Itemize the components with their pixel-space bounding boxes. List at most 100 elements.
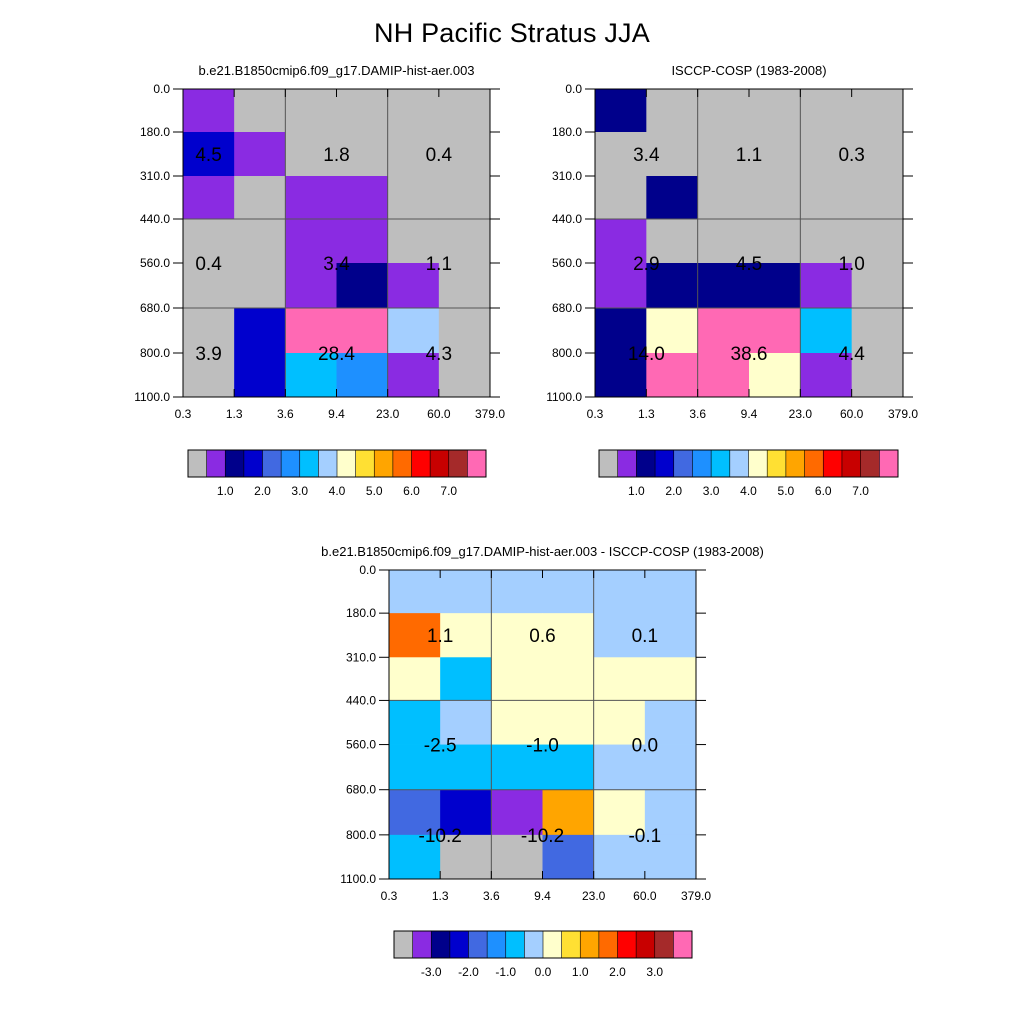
x-tick-label: 1.3 bbox=[638, 407, 655, 421]
colorbar-swatch bbox=[599, 450, 618, 477]
panel-subtitle: b.e21.B1850cmip6.f09_g17.DAMIP-hist-aer.… bbox=[198, 63, 474, 78]
heatmap-cell bbox=[646, 89, 699, 133]
data-label: -10.2 bbox=[521, 826, 564, 847]
data-label: 3.4 bbox=[323, 254, 350, 275]
x-tick-label: 23.0 bbox=[789, 407, 813, 421]
panel-subtitle: b.e21.B1850cmip6.f09_g17.DAMIP-hist-aer.… bbox=[321, 544, 764, 559]
data-label: 1.1 bbox=[427, 626, 453, 647]
heatmap-cell bbox=[491, 657, 543, 701]
heatmap-cell bbox=[800, 308, 853, 354]
y-tick-label: 440.0 bbox=[552, 212, 582, 226]
heatmap-cell bbox=[593, 744, 646, 791]
heatmap-cell bbox=[800, 132, 853, 177]
heatmap-cell bbox=[387, 263, 440, 309]
colorbar-swatch bbox=[524, 931, 544, 958]
x-tick-label: 23.0 bbox=[376, 407, 400, 421]
colorbar-label: 4.0 bbox=[740, 484, 757, 498]
heatmap-cell bbox=[595, 353, 647, 398]
heatmap-cell bbox=[440, 613, 492, 658]
heatmap-cell bbox=[800, 219, 853, 264]
colorbar-swatch bbox=[543, 931, 562, 958]
heatmap-cell bbox=[800, 176, 853, 220]
heatmap-cell bbox=[336, 353, 389, 398]
heatmap-cell bbox=[234, 308, 286, 354]
colorbar-swatch bbox=[505, 931, 525, 958]
data-label: 3.9 bbox=[195, 344, 221, 365]
colorbar-swatch bbox=[412, 931, 432, 958]
heatmap-cell bbox=[285, 132, 337, 177]
colorbar-swatch bbox=[617, 931, 637, 958]
heatmap-cell bbox=[336, 308, 389, 354]
data-label: -1.0 bbox=[526, 736, 559, 757]
colorbar-swatch bbox=[673, 931, 693, 958]
x-tick-label: 9.4 bbox=[328, 407, 345, 421]
colorbar-swatch bbox=[561, 931, 581, 958]
heatmap-cell bbox=[646, 176, 699, 220]
y-tick-label: 680.0 bbox=[552, 301, 582, 315]
heatmap-cell bbox=[542, 570, 595, 614]
heatmap-cell bbox=[542, 700, 595, 745]
heatmap-cell bbox=[800, 263, 853, 309]
colorbar-swatch bbox=[206, 450, 226, 477]
heatmap-cell bbox=[646, 132, 699, 177]
y-tick-label: 310.0 bbox=[140, 169, 170, 183]
colorbar-label: 4.0 bbox=[329, 484, 346, 498]
data-label: 0.4 bbox=[426, 145, 453, 166]
colorbar-swatch bbox=[841, 450, 861, 477]
y-tick-label: 1100.0 bbox=[134, 390, 170, 404]
heatmap-cell bbox=[542, 789, 595, 836]
colorbar-swatch bbox=[431, 931, 451, 958]
heatmap-cell bbox=[542, 744, 595, 791]
colorbar-label: 2.0 bbox=[609, 965, 626, 979]
heatmap-cell bbox=[336, 176, 389, 220]
heatmap-cell bbox=[440, 657, 492, 701]
colorbar-label: 5.0 bbox=[778, 484, 795, 498]
colorbar-swatch bbox=[487, 931, 507, 958]
x-tick-label: 379.0 bbox=[475, 407, 505, 421]
x-tick-label: 23.0 bbox=[582, 889, 606, 903]
colorbar-swatch bbox=[374, 450, 394, 477]
heatmap-cell bbox=[183, 176, 235, 220]
heatmap-cell bbox=[697, 263, 750, 309]
heatmap-cell bbox=[595, 263, 647, 309]
data-label: 4.4 bbox=[838, 344, 865, 365]
heatmap-cell bbox=[438, 219, 491, 264]
heatmap-cell bbox=[389, 744, 441, 791]
heatmap-cell bbox=[336, 219, 389, 264]
heatmap-cell bbox=[646, 308, 699, 354]
heatmap-cell bbox=[851, 308, 904, 354]
y-tick-label: 800.0 bbox=[140, 346, 170, 360]
heatmap-cell bbox=[389, 789, 441, 836]
data-label: 0.4 bbox=[195, 254, 222, 275]
heatmap-cell bbox=[749, 219, 801, 264]
colorbar-frame bbox=[598, 449, 899, 478]
data-label: 0.6 bbox=[529, 626, 555, 647]
y-tick-label: 680.0 bbox=[346, 783, 376, 797]
heatmap-cell bbox=[440, 834, 492, 880]
heatmap-cell bbox=[595, 132, 647, 177]
heatmap-cell bbox=[234, 89, 286, 133]
panel-subtitle: ISCCP-COSP (1983-2008) bbox=[671, 63, 826, 78]
heatmap-cell bbox=[749, 132, 801, 177]
colorbar-label: 0.0 bbox=[535, 965, 552, 979]
heatmap-cell bbox=[593, 789, 646, 836]
heatmap-cell bbox=[336, 89, 389, 133]
colorbar-swatch bbox=[430, 450, 450, 477]
heatmap-cell bbox=[595, 89, 647, 133]
x-tick-label: 3.6 bbox=[483, 889, 500, 903]
y-tick-label: 560.0 bbox=[140, 256, 170, 270]
heatmap-cell bbox=[851, 263, 904, 309]
y-tick-label: 1100.0 bbox=[340, 872, 376, 886]
heatmap-cell bbox=[389, 613, 441, 658]
colorbar-swatch bbox=[580, 931, 600, 958]
data-label: -0.1 bbox=[628, 826, 661, 847]
heatmap-cell bbox=[336, 132, 389, 177]
heatmap-cell bbox=[336, 263, 389, 309]
colorbar-swatch bbox=[654, 931, 674, 958]
data-label: -10.2 bbox=[419, 826, 462, 847]
heatmap-cell bbox=[749, 89, 801, 133]
heatmap-cell bbox=[440, 700, 492, 745]
main-title: NH Pacific Stratus JJA bbox=[374, 18, 650, 48]
y-tick-label: 0.0 bbox=[565, 82, 582, 96]
